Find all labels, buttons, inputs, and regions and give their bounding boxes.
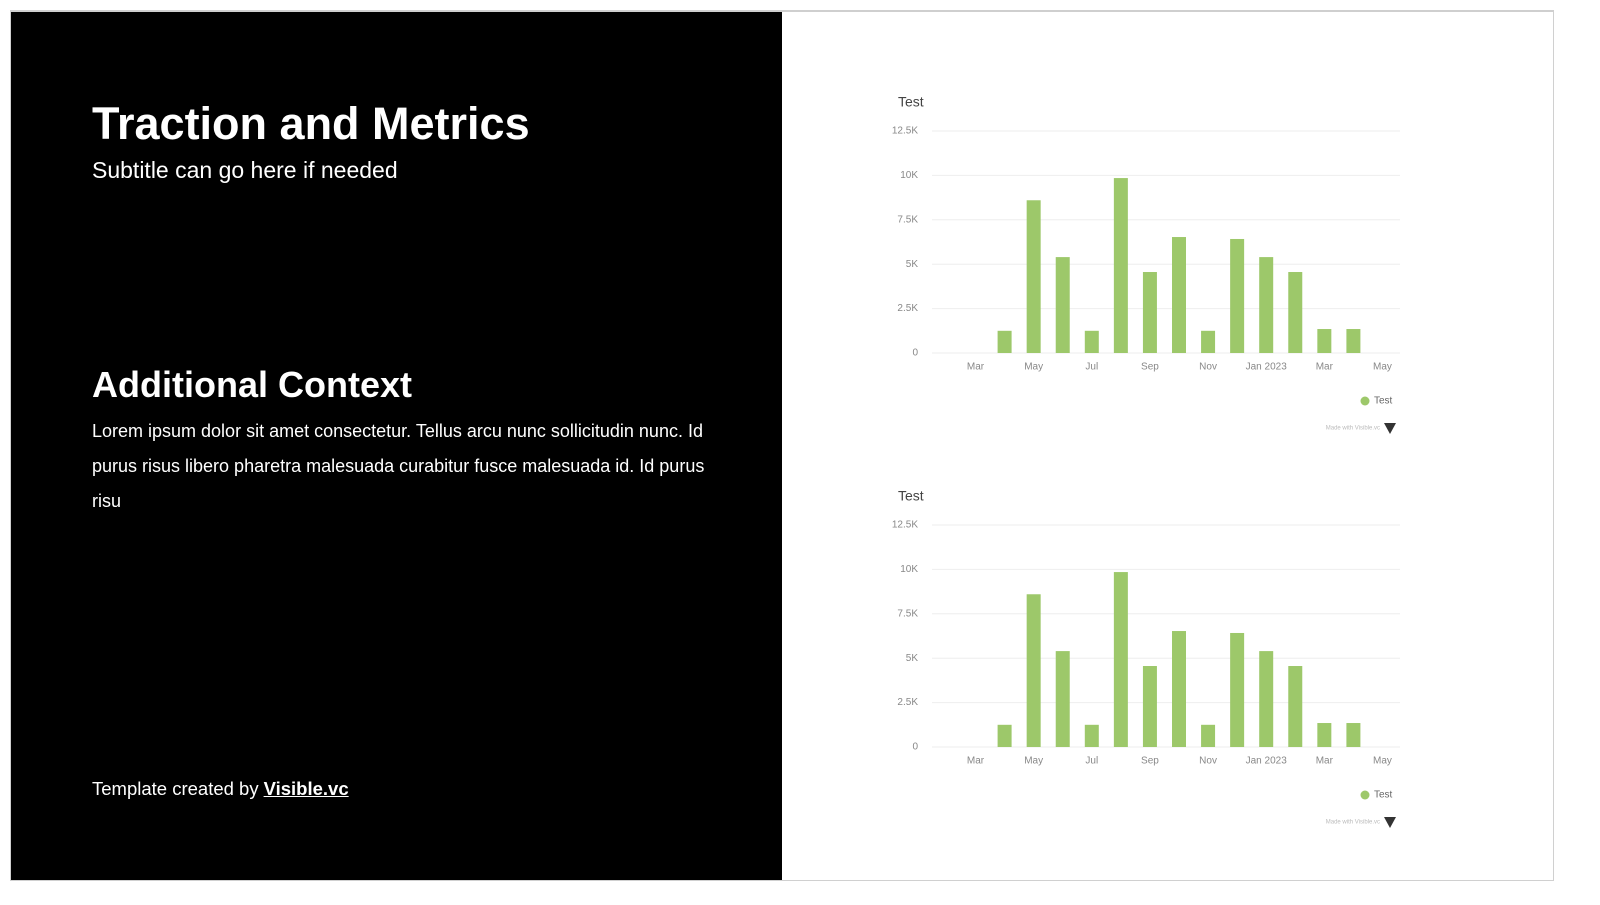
y-tick-label: 0 <box>912 742 918 753</box>
x-tick-label: Nov <box>1199 756 1217 767</box>
bar <box>1259 651 1274 747</box>
x-tick-label: Jul <box>1085 756 1098 767</box>
bar <box>1084 330 1099 353</box>
bar <box>1026 200 1041 353</box>
bar <box>1172 237 1186 353</box>
x-tick-label: Sep <box>1141 362 1159 373</box>
body-text: Lorem ipsum dolor sit amet consectetur. … <box>92 421 705 511</box>
x-tick-label: Mar <box>967 756 985 767</box>
bar <box>1172 631 1186 747</box>
legend-marker <box>1360 396 1370 406</box>
y-tick-label: 2.5K <box>897 697 918 708</box>
x-tick-label: Nov <box>1199 362 1217 373</box>
y-tick-label: 5K <box>906 653 919 664</box>
bar <box>1113 178 1128 353</box>
y-tick-label: 2.5K <box>897 303 918 314</box>
bar <box>997 724 1012 747</box>
bar <box>1055 257 1070 353</box>
footer-text: Template created by <box>92 778 259 799</box>
text-panel: Traction and Metrics Subtitle can go her… <box>11 12 782 880</box>
slide-title: Traction and Metrics <box>92 98 530 149</box>
x-tick-label: May <box>1373 362 1392 373</box>
y-tick-label: 10K <box>900 170 918 181</box>
legend-label: Test <box>1374 396 1393 407</box>
bar <box>1230 632 1245 747</box>
bar <box>1201 330 1216 353</box>
x-tick-label: Jan 2023 <box>1246 362 1288 373</box>
bar <box>1346 723 1361 747</box>
x-tick-label: May <box>1024 362 1043 373</box>
slide: Traction and Metrics Subtitle can go her… <box>10 10 1554 881</box>
bar <box>997 330 1012 353</box>
bar <box>1084 724 1099 747</box>
bar <box>1142 272 1157 353</box>
x-tick-label: Jan 2023 <box>1246 756 1288 767</box>
section-heading: Additional Context <box>92 364 412 405</box>
bar <box>1230 238 1245 353</box>
logo <box>1384 817 1396 828</box>
footer-link[interactable]: Visible.vc <box>263 778 349 799</box>
x-tick-label: May <box>1024 756 1043 767</box>
bar <box>1346 329 1361 353</box>
slide-subtitle: Subtitle can go here if needed <box>92 157 398 183</box>
bar <box>1142 666 1157 747</box>
footer: Template created by Visible.vc <box>92 778 349 800</box>
y-tick-label: 12.5K <box>892 520 918 531</box>
bar <box>1201 724 1216 747</box>
y-tick-label: 5K <box>906 259 919 270</box>
x-tick-label: Sep <box>1141 756 1159 767</box>
legend-label: Test <box>1374 790 1393 801</box>
chart-footnote: Made with Visible.vc <box>1326 820 1380 826</box>
bar <box>1026 594 1041 747</box>
bar <box>1288 272 1303 353</box>
x-tick-label: Jul <box>1085 362 1098 373</box>
x-tick-label: Mar <box>967 362 985 373</box>
chart-title: Test <box>898 94 924 110</box>
chart-footnote: Made with Visible.vc <box>1326 426 1380 432</box>
x-tick-label: May <box>1373 756 1392 767</box>
x-tick-label: Mar <box>1316 756 1334 767</box>
bar <box>1113 572 1128 747</box>
chart-title: Test <box>898 488 924 504</box>
y-tick-label: 7.5K <box>897 608 918 619</box>
bar <box>1317 329 1332 353</box>
bar <box>1288 666 1303 747</box>
bar <box>1317 723 1332 747</box>
legend-marker <box>1360 790 1370 800</box>
logo <box>1384 423 1396 434</box>
y-tick-label: 12.5K <box>892 126 918 137</box>
y-tick-label: 0 <box>912 348 918 359</box>
bar <box>1055 651 1070 747</box>
y-tick-label: 10K <box>900 564 918 575</box>
x-tick-label: Mar <box>1316 362 1334 373</box>
bar <box>1259 257 1274 353</box>
y-tick-label: 7.5K <box>897 214 918 225</box>
